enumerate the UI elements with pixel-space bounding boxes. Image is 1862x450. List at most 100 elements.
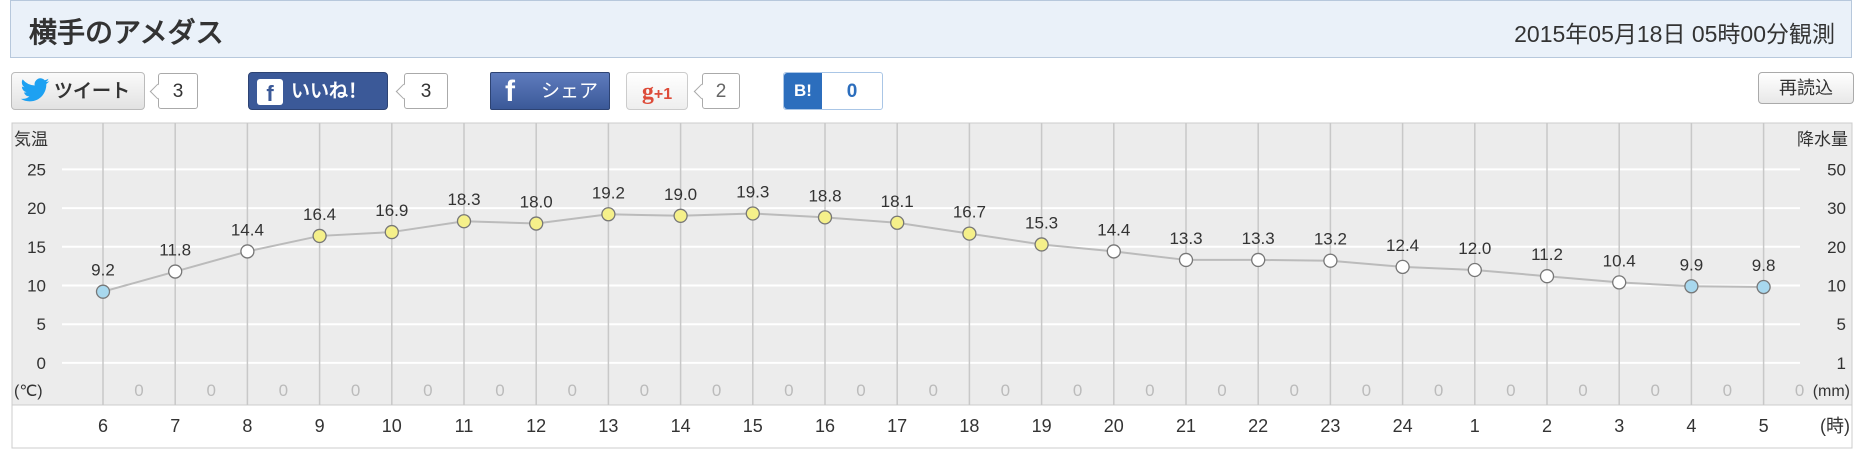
data-label: 12.0: [1458, 239, 1491, 258]
data-label: 14.4: [1097, 220, 1130, 239]
temperature-point: [1106, 244, 1121, 259]
y-tick-label-right: 30: [1827, 199, 1846, 218]
share-label: シェア: [541, 81, 599, 102]
precip-value: 0: [928, 381, 937, 400]
x-tick-label: 7: [170, 416, 180, 436]
data-label: 18.3: [447, 190, 480, 209]
x-tick-label: 3: [1614, 416, 1624, 436]
precip-value: 0: [1506, 381, 1515, 400]
temperature-point: [1684, 279, 1699, 294]
data-label: 11.8: [159, 241, 191, 260]
x-tick-label: 4: [1686, 416, 1696, 436]
x-axis-band: [11, 404, 1853, 449]
temperature-point: [1612, 275, 1627, 290]
hatena-b-icon: B!: [784, 73, 822, 109]
y-tick-label-left: 0: [37, 354, 46, 373]
temperature-line: [102, 212, 1764, 293]
y-tick-label-left: 5: [37, 315, 46, 334]
precip-value: 0: [495, 381, 504, 400]
temperature-point: [817, 210, 833, 225]
data-label: 15.3: [1025, 213, 1058, 232]
x-tick-label: 22: [1248, 416, 1268, 436]
temperature-point: [1323, 253, 1338, 268]
x-tick-label: 9: [315, 416, 325, 436]
temperature-point: [529, 216, 544, 231]
unit-right: (mm): [1813, 383, 1850, 400]
precip-value: 0: [1795, 381, 1804, 400]
x-tick-label: 1: [1470, 416, 1480, 436]
data-label: 11.2: [1531, 245, 1563, 264]
data-label: 19.3: [736, 182, 769, 201]
precip-value: 0: [279, 381, 288, 400]
temperature-point: [384, 224, 399, 240]
temperature-point: [890, 215, 905, 230]
precip-value: 0: [640, 381, 649, 400]
hatena-bookmark-button[interactable]: B! 0: [783, 72, 883, 110]
twitter-bird-icon: [20, 78, 50, 102]
precip-value: 0: [423, 381, 432, 400]
precip-value: 0: [1723, 381, 1732, 400]
y-tick-label-right: 10: [1827, 276, 1846, 295]
precip-value: 0: [134, 381, 143, 400]
y-axis-title-right: 降水量: [1797, 130, 1848, 149]
header-bar: 横手のアメダス 2015年05月18日 05時00分観測: [10, 0, 1852, 58]
x-tick-label: 6: [98, 416, 108, 436]
x-tick-label: 20: [1104, 416, 1124, 436]
unit-left: (℃): [14, 383, 43, 400]
facebook-like-button[interactable]: f いいね！: [248, 72, 388, 110]
temperature-point: [95, 284, 111, 299]
tweet-label: ツイート: [54, 81, 131, 102]
temperature-point: [1395, 259, 1410, 275]
google-plus-button[interactable]: g+1: [626, 72, 688, 110]
precip-value: 0: [567, 381, 576, 400]
x-tick-label: 2: [1542, 416, 1552, 436]
precip-value: 0: [1289, 381, 1298, 400]
temperature-point: [601, 207, 616, 222]
facebook-share-button[interactable]: f シェア: [490, 72, 610, 110]
y-tick-label-right: 50: [1827, 160, 1846, 179]
data-label: 13.3: [1242, 229, 1275, 248]
reload-button[interactable]: 再読込: [1758, 72, 1854, 104]
x-tick-label: 8: [242, 416, 252, 436]
data-label: 16.9: [375, 201, 408, 220]
hatena-count: 0: [846, 81, 858, 102]
data-label: 16.4: [303, 205, 336, 224]
precip-value: 0: [1073, 381, 1082, 400]
precip-value: 0: [1578, 381, 1587, 400]
temperature-point: [168, 264, 183, 279]
precip-value: 0: [351, 381, 360, 400]
x-tick-label: 19: [1032, 416, 1052, 436]
y-tick-label-right: 5: [1837, 315, 1846, 334]
data-label: 18.0: [520, 193, 553, 212]
temperature-point: [456, 214, 472, 229]
x-tick-label: 10: [382, 416, 402, 436]
page-title: 横手のアメダス: [29, 17, 224, 48]
data-label: 9.9: [1680, 255, 1704, 274]
precip-value: 0: [784, 381, 793, 400]
x-tick-label: 24: [1393, 416, 1413, 436]
y-tick-label-right: 1: [1837, 354, 1846, 373]
gplus-count: 2: [702, 73, 740, 109]
temperature-point: [1539, 269, 1555, 284]
x-tick-label: 14: [671, 416, 691, 436]
data-label: 13.2: [1314, 230, 1347, 249]
precip-value: 0: [1145, 381, 1154, 400]
precip-value: 0: [856, 381, 865, 400]
data-label: 9.2: [91, 261, 115, 280]
data-label: 18.8: [808, 186, 841, 205]
y-tick-label-left: 15: [27, 238, 46, 257]
tweet-button[interactable]: ツイート: [11, 72, 145, 110]
data-label: 10.4: [1603, 251, 1636, 270]
observation-time: 2015年05月18日 05時00分観測: [1514, 21, 1835, 47]
temperature-point: [1467, 262, 1482, 278]
like-count: 3: [404, 73, 448, 109]
x-tick-label: 13: [598, 416, 618, 436]
x-tick-label: 21: [1176, 416, 1196, 436]
x-tick-label: 5: [1759, 416, 1769, 436]
x-tick-label: 11: [455, 416, 474, 436]
temperature-point: [673, 208, 688, 223]
facebook-f-icon: f: [505, 75, 515, 108]
data-label: 19.0: [664, 185, 697, 204]
data-label: 12.4: [1386, 236, 1419, 255]
